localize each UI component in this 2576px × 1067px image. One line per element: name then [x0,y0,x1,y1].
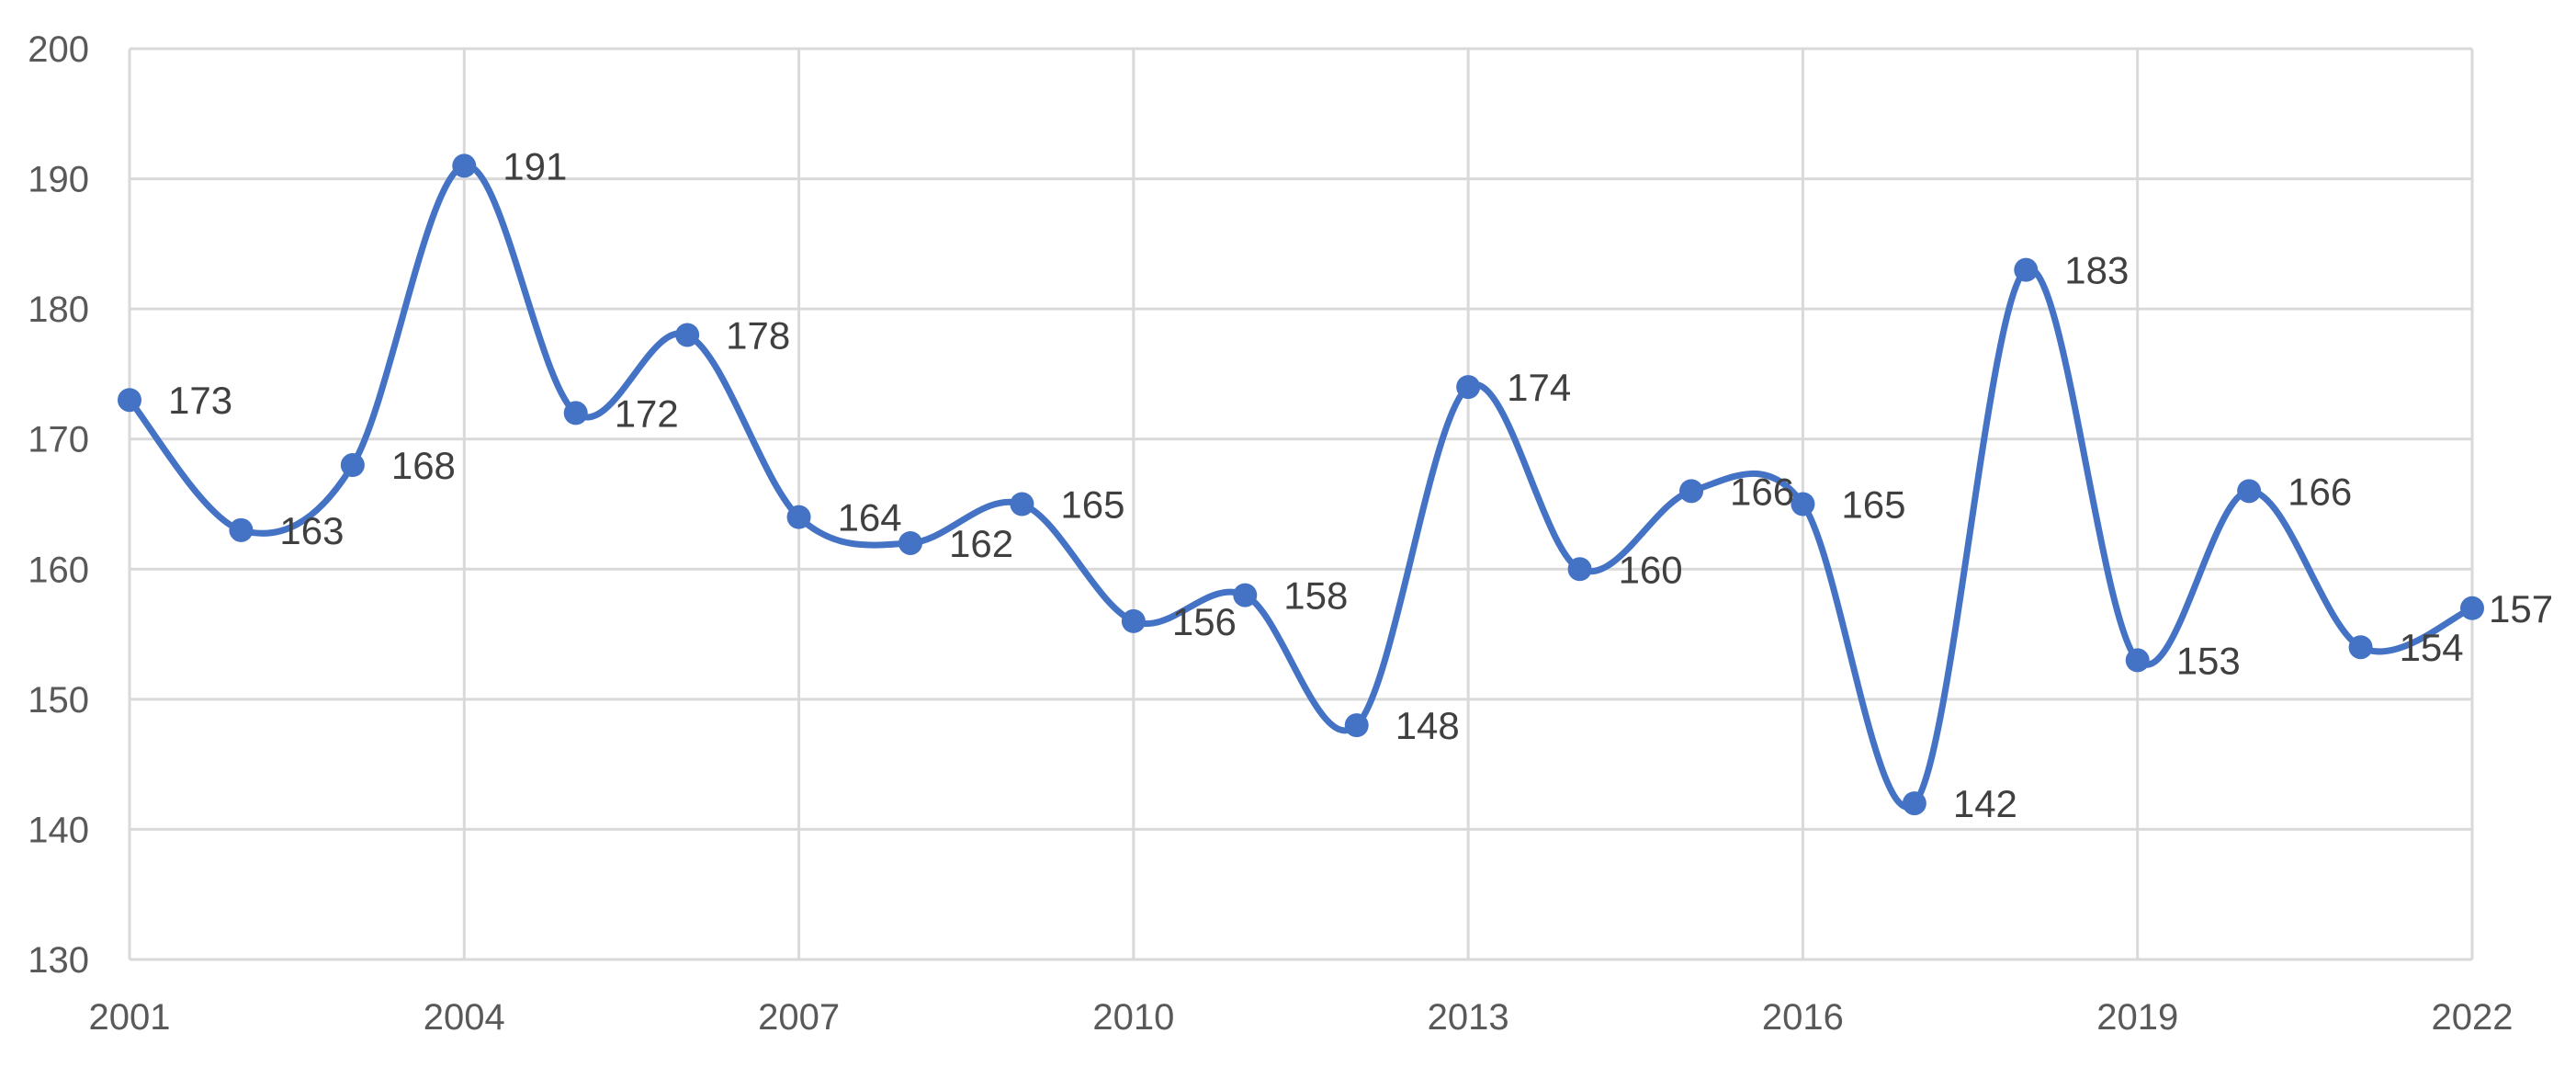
data-point [229,517,254,542]
data-point [1233,583,1258,607]
y-axis-tick-labels: 130 140 150 160 170 180 190 200 [28,29,89,981]
data-label: 173 [168,379,232,422]
x-tick-label: 2010 [1092,997,1174,1038]
data-point [675,323,700,347]
data-label: 158 [1283,574,1348,618]
data-label: 168 [391,444,456,487]
data-point [1679,479,1703,504]
x-tick-label: 2019 [2096,997,2178,1038]
data-label: 160 [1619,548,1683,591]
x-tick-label: 2013 [1428,997,1509,1038]
data-point [786,505,811,529]
data-label: 166 [1730,470,1794,513]
y-tick-label: 150 [28,680,89,721]
x-axis-tick-labels: 2001 2004 2007 2010 2013 2016 2019 2022 [89,997,2514,1038]
x-tick-label: 2016 [1762,997,1844,1038]
series-points [118,153,2484,816]
series-line [126,162,2476,811]
y-tick-label: 200 [28,29,89,70]
data-point [1791,492,1815,516]
data-label: 148 [1395,704,1460,747]
data-label: 166 [2288,470,2352,513]
x-tick-label: 2007 [758,997,840,1038]
data-point [2460,596,2484,620]
x-tick-label: 2001 [89,997,171,1038]
data-point [1456,375,1481,400]
data-label: 164 [838,496,902,539]
x-tick-label: 2022 [2432,997,2514,1038]
data-label: 157 [2489,587,2553,630]
data-label: 154 [2400,626,2464,669]
y-tick-label: 130 [28,940,89,981]
data-point [1902,791,1926,816]
data-point [2125,648,2150,673]
data-point [2237,479,2262,504]
x-tick-label: 2004 [424,997,505,1038]
data-point [1121,608,1146,633]
data-point [563,401,588,426]
data-label: 174 [1507,366,1571,409]
y-tick-label: 170 [28,420,89,460]
data-label: 163 [279,509,344,552]
data-label: 142 [1953,782,2017,825]
data-label: 191 [503,144,567,187]
data-point [2348,635,2373,660]
data-point [1344,713,1369,738]
data-labels: 173 163 168 191 172 178 164 162 165 156 158 148 174 1… [168,144,2553,825]
chart-gridlines [128,47,2474,961]
data-label: 172 [615,392,679,435]
data-label: 162 [949,522,1013,565]
data-point [340,453,365,478]
data-label: 183 [2064,249,2129,292]
data-point [1567,557,1592,582]
data-label: 156 [1172,600,1237,643]
data-point [898,530,922,555]
data-point [118,388,141,413]
y-tick-label: 140 [28,810,89,850]
data-label: 165 [1060,483,1124,527]
data-point [2014,257,2039,282]
data-label: 178 [726,313,790,357]
data-point [1010,492,1034,516]
y-tick-label: 160 [28,550,89,590]
data-label: 165 [1841,483,1905,527]
data-label: 153 [2176,639,2241,682]
y-tick-label: 190 [28,160,89,200]
y-tick-label: 180 [28,289,89,330]
data-point [452,153,477,178]
